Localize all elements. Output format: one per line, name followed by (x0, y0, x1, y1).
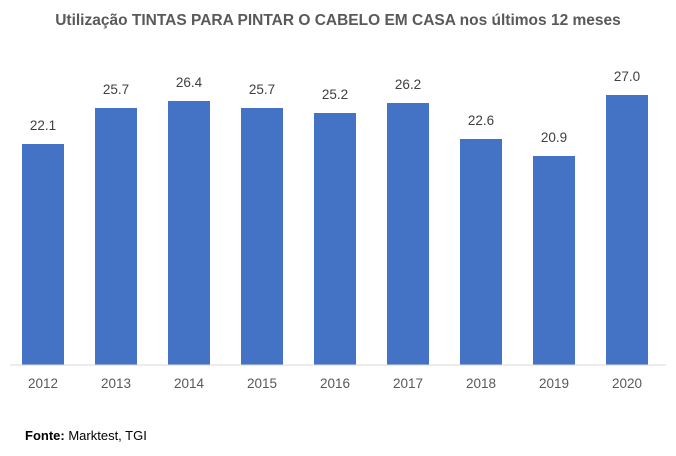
x-tick-labels-group: 2012 2013 2014 2015 2016 2017 2018 2019 2020 (28, 376, 642, 391)
data-label-2014: 26.4 (176, 75, 203, 90)
bar-chart: 22.1 25.7 26.4 25.7 25.2 26.2 22.6 20.9 27.0 201… (10, 69, 666, 391)
data-label-2015: 25.7 (249, 82, 275, 97)
data-label-2016: 25.2 (322, 87, 348, 102)
x-tick-2014: 2014 (174, 376, 205, 391)
x-tick-2013: 2013 (101, 376, 131, 391)
x-tick-2012: 2012 (28, 376, 58, 391)
bar-2016 (314, 113, 356, 365)
data-labels-group: 22.1 25.7 26.4 25.7 25.2 26.2 22.6 20.9 27.0 (30, 69, 640, 145)
data-label-2012: 22.1 (30, 118, 56, 133)
data-label-2018: 22.6 (468, 113, 494, 128)
bar-2018 (460, 139, 502, 365)
data-label-2017: 26.2 (395, 77, 421, 92)
data-label-2013: 25.7 (103, 82, 129, 97)
data-label-2019: 20.9 (541, 130, 567, 145)
chart-title: Utilização TINTAS PARA PINTAR O CABELO E… (55, 12, 621, 29)
bars-group (22, 95, 648, 365)
bar-2014 (168, 101, 210, 365)
bar-2012 (22, 144, 64, 365)
x-tick-2016: 2016 (320, 376, 350, 391)
source-label: Fonte: (25, 428, 65, 443)
bar-2020 (606, 95, 648, 365)
x-tick-2020: 2020 (612, 376, 642, 391)
x-tick-2019: 2019 (539, 376, 569, 391)
bar-2017 (387, 103, 429, 365)
bar-2015 (241, 108, 283, 365)
data-label-2020: 27.0 (614, 69, 640, 84)
x-tick-2018: 2018 (466, 376, 496, 391)
x-tick-2015: 2015 (247, 376, 277, 391)
source-note: Fonte: Marktest, TGI (25, 428, 147, 443)
source-text: Marktest, TGI (68, 428, 147, 443)
bar-2019 (533, 156, 575, 365)
bar-2013 (95, 108, 137, 365)
x-tick-2017: 2017 (393, 376, 423, 391)
